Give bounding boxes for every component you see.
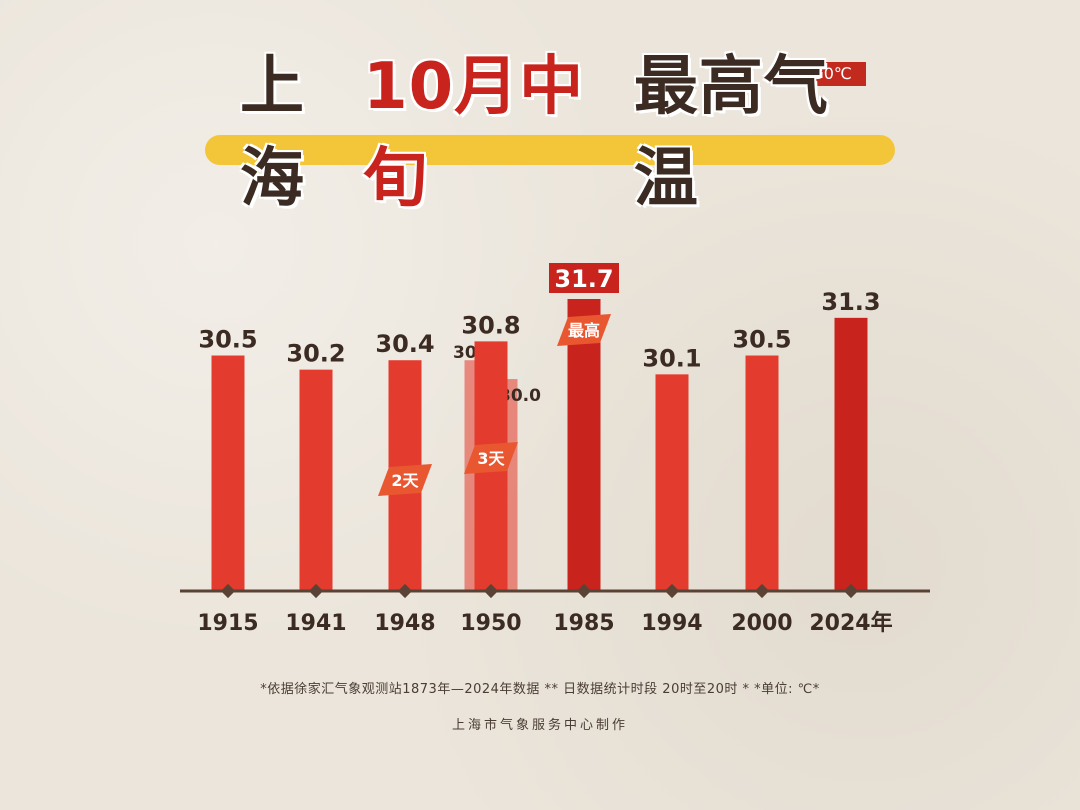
axis-marker [397, 583, 413, 599]
x-tick-label: 1985 [553, 611, 614, 636]
tag-badge [378, 464, 432, 496]
bar [834, 317, 868, 591]
tag-label: 最高 [568, 321, 600, 340]
x-tick-label: 1950 [460, 611, 521, 636]
axis-marker [483, 583, 499, 599]
title-highlight [205, 135, 895, 165]
bar-value-label: 30.8 [461, 311, 520, 339]
bar [299, 369, 333, 591]
footnote: *依据徐家汇气象观测站1873年—2024年数据 ** 日数据统计时段 20时至… [260, 682, 820, 697]
tag-badge [557, 314, 611, 346]
tag-badge [464, 442, 518, 474]
x-tick-label: 1994 [641, 611, 702, 636]
chart-title: 上海 10月中旬 最高气温 [240, 50, 880, 216]
axis-marker [308, 583, 324, 599]
title-part-period: 10月中旬 [363, 50, 585, 216]
threshold-badge: ≥30℃ [786, 62, 866, 86]
axis-marker [664, 583, 680, 599]
x-tick-label: 2024年 [809, 610, 892, 636]
x-tick-label: 1915 [197, 611, 258, 636]
title-part-city: 上海 [240, 50, 305, 216]
axis-marker [220, 583, 236, 599]
credit-line: 上海市气象服务中心制作 [451, 718, 628, 733]
x-tick-label: 1941 [285, 611, 346, 636]
axis-marker [754, 583, 770, 599]
axis-marker [843, 583, 859, 599]
tag-label: 3天 [477, 449, 505, 468]
highlight-label-box [549, 263, 619, 293]
title-part-metric: 最高气温 [633, 50, 829, 216]
bar [567, 299, 601, 591]
bar-value-label: 31.3 [821, 288, 880, 316]
bar-value-label: 30.5 [198, 326, 257, 354]
bar-value-label: 30.1 [642, 344, 701, 372]
bar-value-label: 30.4 [375, 330, 434, 358]
tag-label: 2天 [391, 471, 419, 490]
bar-value-label: 30.2 [286, 340, 345, 368]
bar [211, 355, 245, 591]
bar-value-label: 31.7 [554, 265, 613, 293]
x-tick-label: 2000 [731, 611, 792, 636]
bar-value-label: 30.5 [732, 326, 791, 354]
bar [745, 355, 779, 591]
bar [655, 374, 689, 591]
x-tick-label: 1948 [374, 611, 435, 636]
extra-value-label: 30.0 [499, 386, 541, 406]
axis-marker [576, 583, 592, 599]
